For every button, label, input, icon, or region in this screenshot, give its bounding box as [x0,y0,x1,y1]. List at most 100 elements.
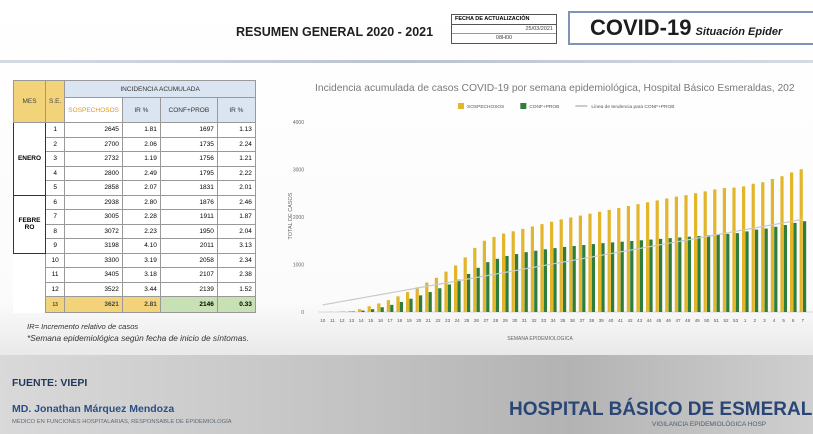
bar [803,221,807,312]
bar [578,215,582,312]
author: MD. Jonathan Márquez Mendoza [12,403,175,415]
value-cell: 2139 [159,281,218,297]
x-tick-label: 2 [754,318,757,323]
value-cell: 2.04 [216,223,256,239]
x-tick-label: 31 [522,318,528,323]
x-tick-label: 1 [744,318,747,323]
month-cell [14,297,46,313]
x-tick-label: 11 [330,318,335,323]
table-head-row: MES S.E. INCIDENCIA ACUMULADA [13,80,256,123]
bar [674,196,678,312]
bar [646,202,650,312]
x-tick-label: 12 [339,318,345,323]
bar [572,245,576,312]
bar [486,262,490,312]
x-tick-label: 33 [541,318,547,323]
header-title: RESUMEN GENERAL 2020 - 2021 [236,25,434,39]
table-row: 3 2732 1.19 1756 1.21 [14,151,256,167]
bar [655,200,659,312]
bar [611,242,615,312]
hospital-name: HOSPITAL BÁSICO DE ESMERAL [509,399,813,420]
bar [687,236,691,312]
x-axis-title: SEMANA EPIDEMIOLOGICA [507,336,573,342]
value-cell: 1.13 [216,122,256,138]
value-cell: 3300 [64,252,123,268]
bar [742,186,746,312]
bar [444,271,448,312]
month-cell [14,253,46,297]
x-tick-label: 24 [455,318,461,323]
value-cell: 2.01 [216,180,256,196]
x-tick-label: 38 [589,318,595,323]
week-header: S.E. [44,80,66,123]
unit-name: VIGILANCIA EPIDEMIOLÓGICA HOSP [652,421,767,428]
value-cell: 3.13 [216,238,256,254]
bar [764,228,768,312]
bar [607,209,611,312]
week-cell: 8 [44,223,66,239]
month-cell: ENERO [13,122,46,196]
bar [601,243,605,312]
value-cell: 2.22 [216,165,256,181]
bar [361,310,365,312]
x-tick-label: 25 [464,318,470,323]
legend-label: Línea de tendencia para CONF+PROB [591,104,674,110]
update-label: FECHA DE ACTUALIZACIÓN [452,15,556,25]
bar [659,238,663,312]
value-cell: 1.21 [216,151,256,167]
bar [639,240,643,312]
table-row: 9 3198 4.10 2011 3.13 [14,238,256,254]
update-box: FECHA DE ACTUALIZACIÓN 25/03/2021 08H00 [451,14,557,44]
bar [678,237,682,312]
x-tick-label: 26 [474,318,480,323]
bar [419,295,423,312]
bar [774,226,778,312]
bar [550,221,554,312]
bar [770,179,774,312]
bar [447,284,451,312]
bar [371,309,375,312]
total-cell: 3621 [64,296,123,313]
table-row: FEBRERO 6 2938 2.80 1876 2.46 [13,194,256,254]
x-tick-label: 7 [802,318,805,323]
table-row: 8 3072 2.23 1950 2.04 [14,223,256,239]
bar [348,311,352,312]
bar [438,288,442,312]
week-cell: 12 [44,281,66,297]
bar [409,298,413,312]
bar [707,235,711,312]
bar [454,265,458,312]
x-tick-label: 4 [773,318,776,323]
bar [697,236,701,312]
bar [473,247,477,312]
legend-label: CONF+PROB [529,104,559,110]
bar [524,252,528,312]
bar [467,274,471,312]
bar [495,258,499,312]
value-cell: 2.24 [216,136,256,152]
value-cell: 2.49 [121,165,161,181]
table-row: 2 2700 2.06 1735 2.24 [14,136,256,152]
value-cell: 1.87 [216,209,256,225]
legend-swatch [520,103,527,109]
bar [745,231,749,312]
x-tick-label: 37 [579,318,585,323]
bar [559,219,563,312]
bar [511,231,515,312]
bar [428,292,432,312]
note: IR= Incremento relativo de casos [27,322,139,331]
bar [626,206,630,312]
x-tick-label: 46 [666,318,672,323]
chart: Incidencia acumulada de casos COVID-19 p… [288,83,813,342]
week-cell: 9 [44,238,66,254]
week-cell: 5 [44,180,66,196]
value-cell: 1795 [159,165,218,181]
week-cell: 1 [44,122,66,138]
month-header: MES [13,80,46,123]
table-row: ENERO 1 2645 1.81 1697 1.13 [13,122,256,196]
week-cell: 3 [44,151,66,167]
value-cell: 3005 [64,209,123,225]
bar [390,304,394,312]
table-body: MES S.E. INCIDENCIA ACUMULADA SOSPECHOSO… [13,80,256,313]
bar [415,287,419,312]
